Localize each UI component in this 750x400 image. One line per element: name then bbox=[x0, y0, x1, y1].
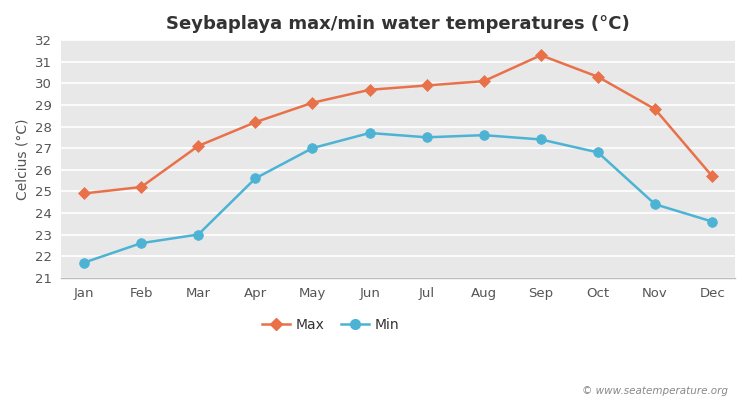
Legend: Max, Min: Max, Min bbox=[256, 312, 405, 337]
Max bbox=[251, 120, 260, 124]
Max bbox=[308, 100, 317, 105]
Min bbox=[422, 135, 431, 140]
Max bbox=[650, 107, 659, 112]
Min bbox=[479, 133, 488, 138]
Min bbox=[308, 146, 317, 150]
Line: Min: Min bbox=[80, 128, 717, 268]
Text: © www.seatemperature.org: © www.seatemperature.org bbox=[581, 386, 728, 396]
Max bbox=[593, 74, 602, 79]
Min bbox=[80, 260, 88, 265]
Min bbox=[194, 232, 202, 237]
Min bbox=[251, 176, 260, 181]
Line: Max: Max bbox=[80, 51, 716, 198]
Min bbox=[136, 241, 146, 246]
Max bbox=[479, 79, 488, 84]
Max bbox=[365, 87, 374, 92]
Max bbox=[136, 184, 146, 189]
Max bbox=[708, 174, 717, 178]
Min bbox=[708, 219, 717, 224]
Max bbox=[194, 144, 202, 148]
Max bbox=[422, 83, 431, 88]
Y-axis label: Celcius (°C): Celcius (°C) bbox=[15, 118, 29, 200]
Max bbox=[536, 53, 545, 58]
Min bbox=[536, 137, 545, 142]
Min bbox=[593, 150, 602, 155]
Title: Seybaplaya max/min water temperatures (°C): Seybaplaya max/min water temperatures (°… bbox=[166, 15, 630, 33]
Max bbox=[80, 191, 88, 196]
Min bbox=[365, 130, 374, 135]
Min bbox=[650, 202, 659, 207]
